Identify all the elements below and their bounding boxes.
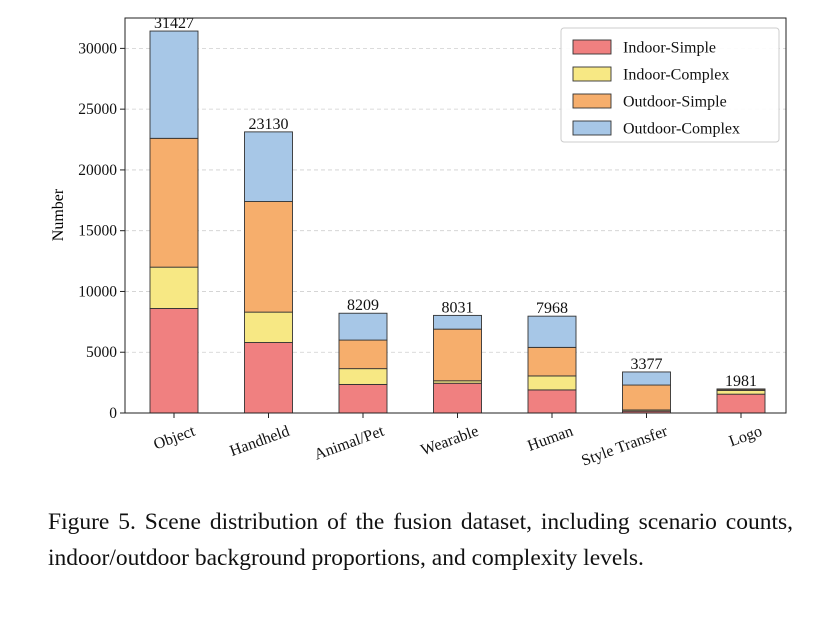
bar-segment bbox=[244, 201, 293, 313]
legend-label: Indoor-Simple bbox=[623, 40, 716, 57]
bar-segment bbox=[622, 384, 671, 411]
x-tick-label: Animal/Pet bbox=[312, 423, 387, 464]
plot-frame bbox=[124, 17, 787, 414]
x-tick-label: Handheld bbox=[228, 423, 292, 460]
bars bbox=[149, 30, 766, 414]
total-label: 23130 bbox=[249, 116, 289, 133]
bar-segment bbox=[433, 328, 482, 382]
bar-segment bbox=[338, 368, 388, 385]
legend-swatch bbox=[572, 66, 612, 82]
legend-swatch bbox=[572, 39, 612, 55]
bar-segment bbox=[244, 131, 293, 202]
legend-box bbox=[560, 27, 780, 143]
y-tick-label: 30000 bbox=[78, 40, 117, 57]
bar-segment bbox=[527, 346, 577, 377]
bar-segment bbox=[149, 30, 199, 139]
y-tick-label: 25000 bbox=[78, 101, 117, 118]
x-tick-label: Logo bbox=[727, 423, 765, 451]
bar-segment bbox=[149, 308, 199, 414]
y-tick-label: 5000 bbox=[86, 344, 117, 361]
legend-swatch bbox=[572, 120, 612, 136]
legend-swatch bbox=[572, 93, 612, 109]
x-tick-label: Object bbox=[151, 423, 197, 454]
x-tick-label: Human bbox=[525, 423, 575, 455]
total-label: 1981 bbox=[725, 373, 757, 390]
y-tick-label: 20000 bbox=[78, 162, 117, 179]
legend: Indoor-Simple Indoor-Complex Outdoor-Simpl… bbox=[560, 27, 780, 143]
legend-label: Indoor-Complex bbox=[623, 67, 729, 84]
bar-segment bbox=[149, 137, 199, 268]
legend-label: Outdoor-Complex bbox=[623, 121, 740, 138]
bar-segment bbox=[338, 312, 388, 341]
bar-segment bbox=[244, 342, 293, 414]
y-axis: 0 5000 10000 15000 20000 25000 30000 bbox=[78, 40, 125, 422]
total-label: 8031 bbox=[442, 299, 474, 316]
x-tick-label: Style Transfer bbox=[579, 423, 670, 470]
total-label: 3377 bbox=[631, 356, 663, 373]
bar-segment bbox=[527, 375, 577, 391]
y-tick-label: 15000 bbox=[78, 223, 117, 240]
y-axis-label: Number bbox=[50, 188, 67, 241]
bar-segment bbox=[244, 311, 293, 343]
bar-segment bbox=[716, 393, 766, 414]
total-label: 7968 bbox=[536, 300, 568, 317]
stacked-bar-chart: 31427 23130 8209 8031 7968 3377 1981 0 5000 1000… bbox=[50, 15, 787, 470]
x-axis: Object Handheld Animal/Pet Wearable Human Sty… bbox=[151, 413, 764, 470]
y-tick-label: 0 bbox=[109, 405, 117, 422]
total-label: 31427 bbox=[154, 15, 194, 32]
total-label: 8209 bbox=[347, 297, 379, 314]
figure-caption: Figure 5. Scene distribution of the fusi… bbox=[48, 509, 793, 571]
bar-segment bbox=[149, 266, 199, 309]
bar-segment bbox=[338, 383, 388, 414]
bar-segment bbox=[716, 390, 766, 395]
bar-segment bbox=[527, 389, 577, 414]
bar-segment bbox=[622, 371, 671, 386]
bar-segment bbox=[338, 339, 388, 370]
legend-label: Outdoor-Simple bbox=[623, 94, 727, 111]
y-tick-label: 10000 bbox=[78, 283, 117, 300]
bar-segment bbox=[527, 315, 577, 348]
x-tick-label: Wearable bbox=[419, 423, 481, 459]
bar-segment bbox=[433, 314, 482, 330]
bar-segment bbox=[433, 382, 482, 414]
total-labels: 31427 23130 8209 8031 7968 3377 1981 bbox=[154, 15, 757, 390]
